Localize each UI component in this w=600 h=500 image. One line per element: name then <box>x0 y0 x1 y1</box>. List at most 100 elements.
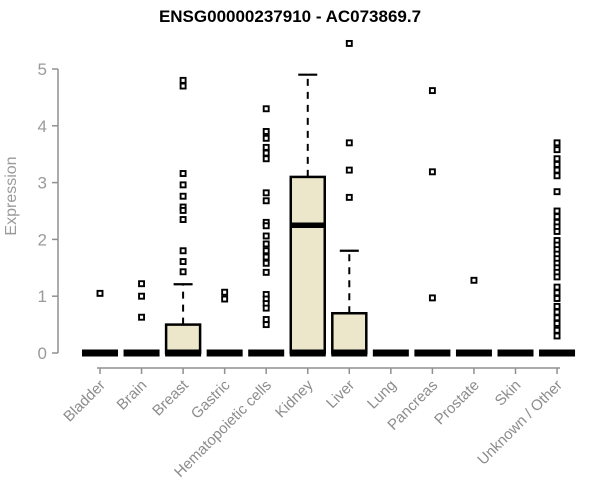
box-pancreas <box>414 87 451 357</box>
y-tick-label: 0 <box>38 344 47 363</box>
outlier-point <box>179 181 187 189</box>
outlier-point <box>179 82 187 90</box>
outlier-point <box>262 268 270 276</box>
outlier-point <box>262 240 270 248</box>
outlier-point <box>179 216 187 223</box>
y-tick-label: 1 <box>38 287 47 306</box>
outlier-point <box>553 308 561 316</box>
y-tick-label: 5 <box>38 60 47 79</box>
outlier-point <box>553 188 561 196</box>
box-skin <box>497 349 534 357</box>
outlier-point <box>553 289 561 297</box>
box-brain <box>123 280 160 357</box>
outlier-point <box>262 321 270 329</box>
outlier-point <box>221 288 229 296</box>
outlier-point <box>179 170 187 177</box>
outlier-point <box>179 258 187 266</box>
x-category-label-kidney: Kidney <box>272 376 317 421</box>
chart-title: ENSG00000237910 - AC073869.7 <box>159 7 421 26</box>
zero-median-bar <box>414 349 451 357</box>
box-breast <box>164 76 202 357</box>
outlier-point <box>262 189 270 197</box>
outlier-point <box>553 314 561 322</box>
outlier-point <box>96 289 104 297</box>
outlier-point <box>553 160 561 168</box>
outlier-point <box>553 172 561 180</box>
outlier-point <box>345 139 353 147</box>
zero-median-bar <box>289 349 326 357</box>
zero-median-bar <box>248 349 285 357</box>
outlier-point <box>179 192 187 200</box>
zero-median-bar <box>372 349 409 357</box>
outlier-point <box>179 247 187 255</box>
outlier-point <box>428 168 436 176</box>
box-gastric <box>206 288 243 357</box>
outlier-point <box>553 295 561 302</box>
x-category-label-bladder: Bladder <box>60 377 109 426</box>
outlier-point <box>553 273 561 281</box>
outlier-point <box>553 139 561 147</box>
outlier-point <box>179 76 187 84</box>
outlier-point <box>345 39 353 47</box>
x-category-label-breast: Breast <box>149 376 192 419</box>
y-tick-label: 3 <box>38 174 47 193</box>
outlier-point <box>553 326 561 334</box>
x-category-label-skin: Skin <box>492 377 525 410</box>
outlier-point <box>553 283 561 291</box>
outlier-point <box>138 292 146 300</box>
outlier-point <box>262 253 270 261</box>
outlier-point <box>262 247 270 255</box>
zero-median-bar <box>165 349 202 357</box>
outlier-point <box>262 149 270 157</box>
zero-median-bar <box>497 349 534 357</box>
outlier-point <box>262 143 270 151</box>
outlier-point <box>262 134 270 142</box>
outlier-point <box>138 280 146 288</box>
outlier-point <box>553 227 561 235</box>
outlier-point <box>553 155 561 163</box>
outlier-point <box>262 259 270 267</box>
outlier-point <box>553 302 561 310</box>
outlier-point <box>179 206 187 214</box>
box-kidney <box>289 73 326 357</box>
outlier-point <box>262 197 270 205</box>
outlier-point <box>553 320 561 327</box>
outlier-point <box>428 294 436 302</box>
outlier-point <box>345 166 353 174</box>
x-category-label-brain: Brain <box>114 377 151 414</box>
x-category-label-lung: Lung <box>364 377 400 413</box>
box-hematopoietic-cells <box>248 105 285 357</box>
zero-median-bar <box>206 349 243 357</box>
y-tick-label: 4 <box>38 117 47 136</box>
zero-median-bar <box>331 349 368 357</box>
outlier-point <box>553 166 561 174</box>
outlier-point <box>428 87 436 95</box>
zero-median-bar <box>539 349 576 357</box>
outlier-point <box>262 128 270 135</box>
zero-median-bar <box>123 349 160 357</box>
zero-median-bar <box>82 349 118 357</box>
iqr-box <box>289 175 326 355</box>
box-bladder <box>82 289 118 357</box>
x-category-label-prostate: Prostate <box>431 377 483 429</box>
outlier-point <box>138 313 146 321</box>
iqr-box <box>164 323 202 355</box>
outlier-point <box>553 332 561 340</box>
outlier-point <box>553 213 561 221</box>
box-lung <box>372 349 409 357</box>
outlier-point <box>262 304 270 312</box>
outlier-point <box>221 295 229 303</box>
box-unknown-other <box>539 139 576 357</box>
outlier-point <box>262 105 270 113</box>
box-prostate <box>455 276 492 357</box>
outlier-point <box>553 207 561 215</box>
x-category-label-liver: Liver <box>323 377 358 412</box>
box-liver <box>331 39 368 357</box>
outlier-point <box>262 155 270 163</box>
outlier-point <box>345 193 353 201</box>
outlier-point <box>262 222 270 230</box>
outlier-point <box>470 276 478 284</box>
iqr-box <box>331 311 368 355</box>
